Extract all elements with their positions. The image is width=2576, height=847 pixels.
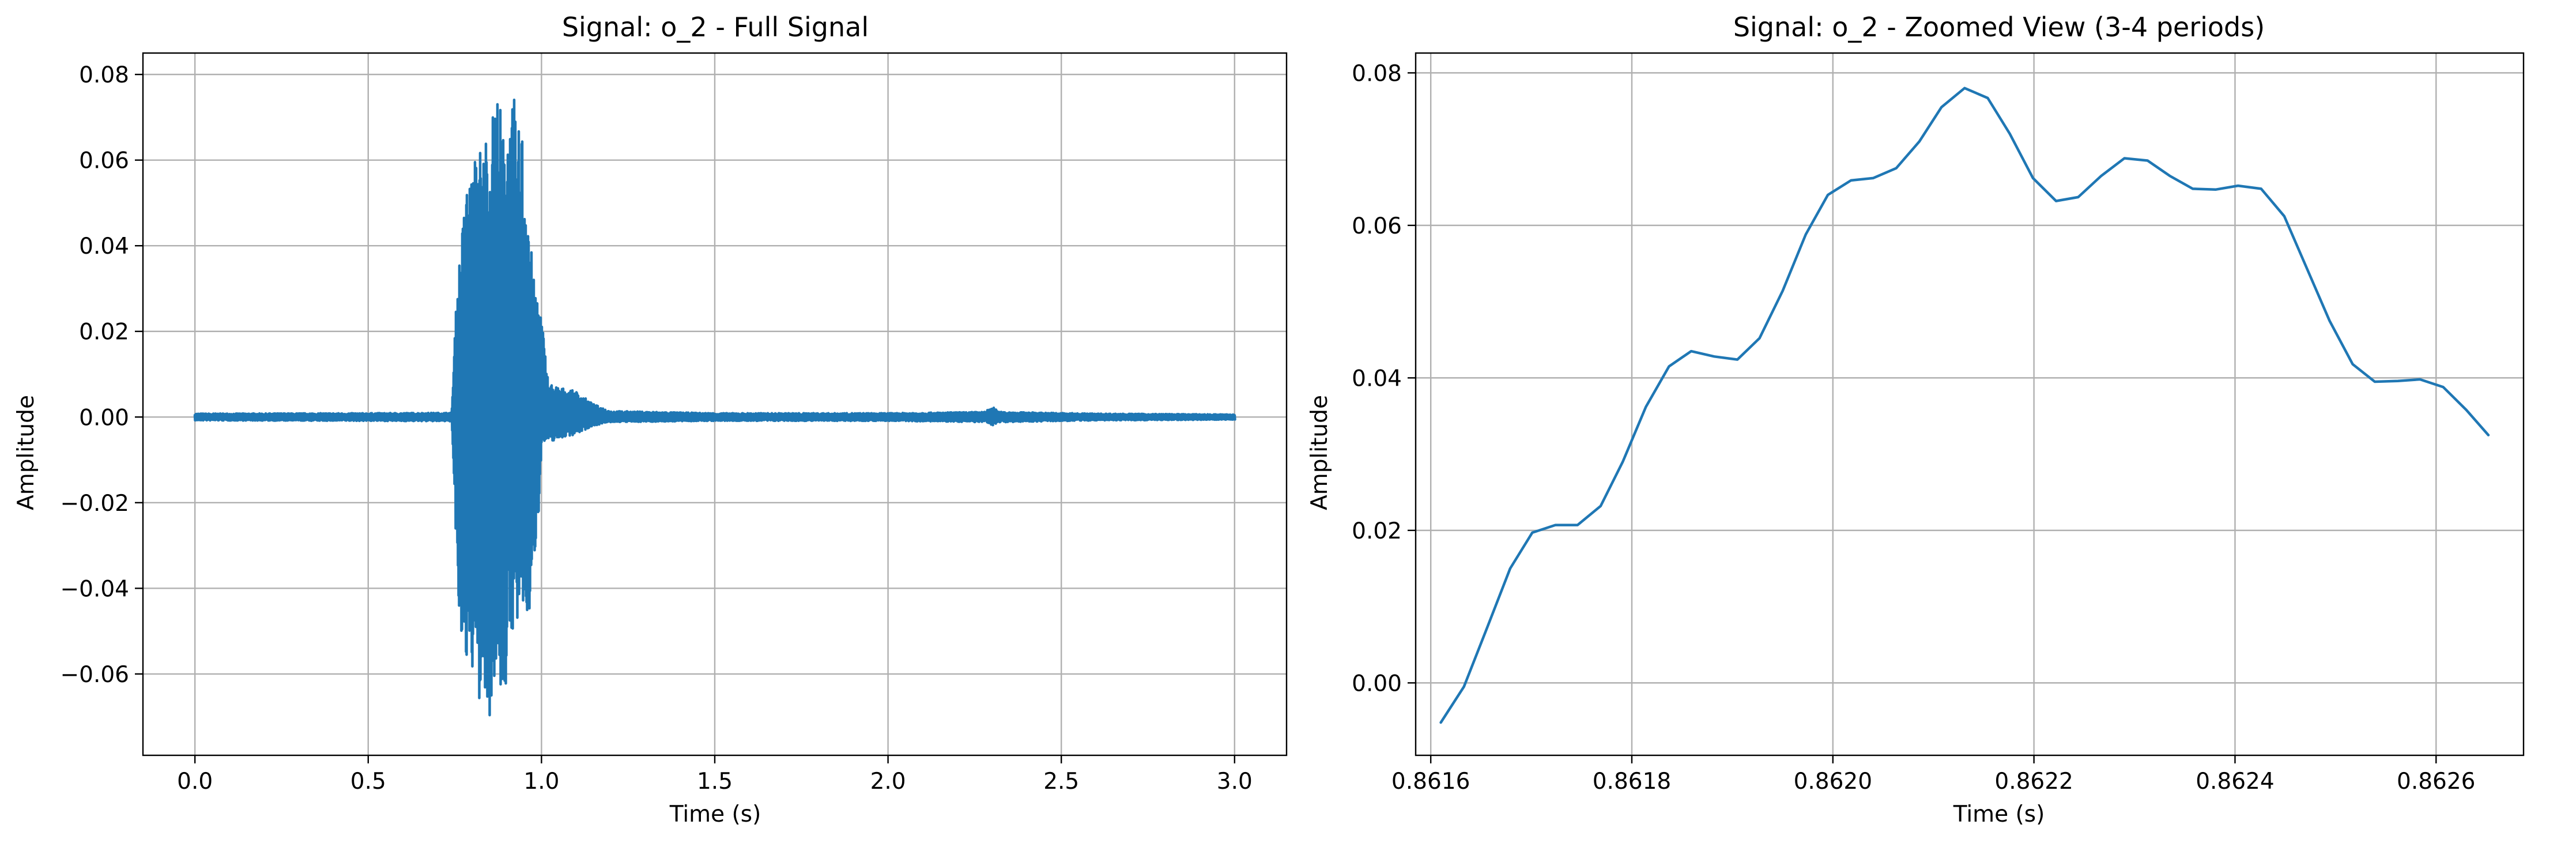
- zoomed-view-signal-line: [1439, 86, 2490, 724]
- full-signal-title: Signal: o_2 - Full Signal: [562, 12, 869, 43]
- zoomed-view-ytick-label: 0.08: [1352, 61, 1402, 86]
- zoomed-view-ytick-label: 0.06: [1352, 213, 1402, 239]
- zoomed-view-xtick-label: 0.8616: [1391, 769, 1470, 795]
- full-signal-xtick-label: 0.5: [350, 769, 386, 795]
- zoomed-view-axes-frame: [1415, 52, 2525, 756]
- zoomed-view-gridlines: [1416, 53, 2524, 755]
- full-signal-xtick-label: 2.5: [1043, 769, 1079, 795]
- zoomed-view-title: Signal: o_2 - Zoomed View (3-4 periods): [1733, 12, 2265, 43]
- zoomed-view-plot: Signal: o_2 - Zoomed View (3-4 periods) …: [1307, 12, 2525, 827]
- full-signal-xtick-label: 1.0: [523, 769, 559, 795]
- full-signal-xtick-label: 1.5: [697, 769, 733, 795]
- zoomed-view-ylabel: Amplitude: [1307, 395, 1333, 510]
- full-signal-ytick-label: −0.02: [60, 491, 129, 517]
- full-signal-gridlines: [143, 53, 1287, 755]
- full-signal-ytick-label: 0.08: [79, 62, 129, 88]
- zoomed-view-xlabel: Time (s): [1953, 801, 2045, 827]
- full-signal-ytick-label: 0.06: [79, 148, 129, 174]
- zoomed-view-xtick-label: 0.8626: [2397, 769, 2475, 795]
- full-signal-axes-frame: [142, 52, 1288, 756]
- zoomed-view-xtick-label: 0.8620: [1794, 769, 1872, 795]
- full-signal-plot: Signal: o_2 - Full Signal Time (s) Ampli…: [13, 12, 1288, 827]
- zoomed-view-xtick-label: 0.8624: [2196, 769, 2274, 795]
- zoomed-view-ytick-label: 0.00: [1352, 671, 1402, 697]
- full-signal-xtick-label: 2.0: [870, 769, 906, 795]
- full-signal-ytick-label: 0.04: [79, 234, 129, 259]
- full-signal-waveform: [193, 98, 1236, 717]
- full-signal-ylabel: Amplitude: [13, 395, 39, 510]
- zoomed-view-xtick-label: 0.8622: [1994, 769, 2073, 795]
- zoomed-view-ytick-label: 0.04: [1352, 366, 1402, 391]
- full-signal-ytick-label: 0.00: [79, 405, 129, 431]
- full-signal-xtick-label: 3.0: [1217, 769, 1253, 795]
- full-signal-ytick-label: 0.02: [79, 319, 129, 345]
- full-signal-ytick-label: −0.06: [60, 662, 129, 688]
- full-signal-ytick-label: −0.04: [60, 576, 129, 602]
- zoomed-view-xtick-label: 0.8618: [1593, 769, 1671, 795]
- full-signal-xlabel: Time (s): [669, 801, 761, 827]
- zoomed-view-ytick-label: 0.02: [1352, 518, 1402, 544]
- full-signal-xtick-label: 0.0: [177, 769, 213, 795]
